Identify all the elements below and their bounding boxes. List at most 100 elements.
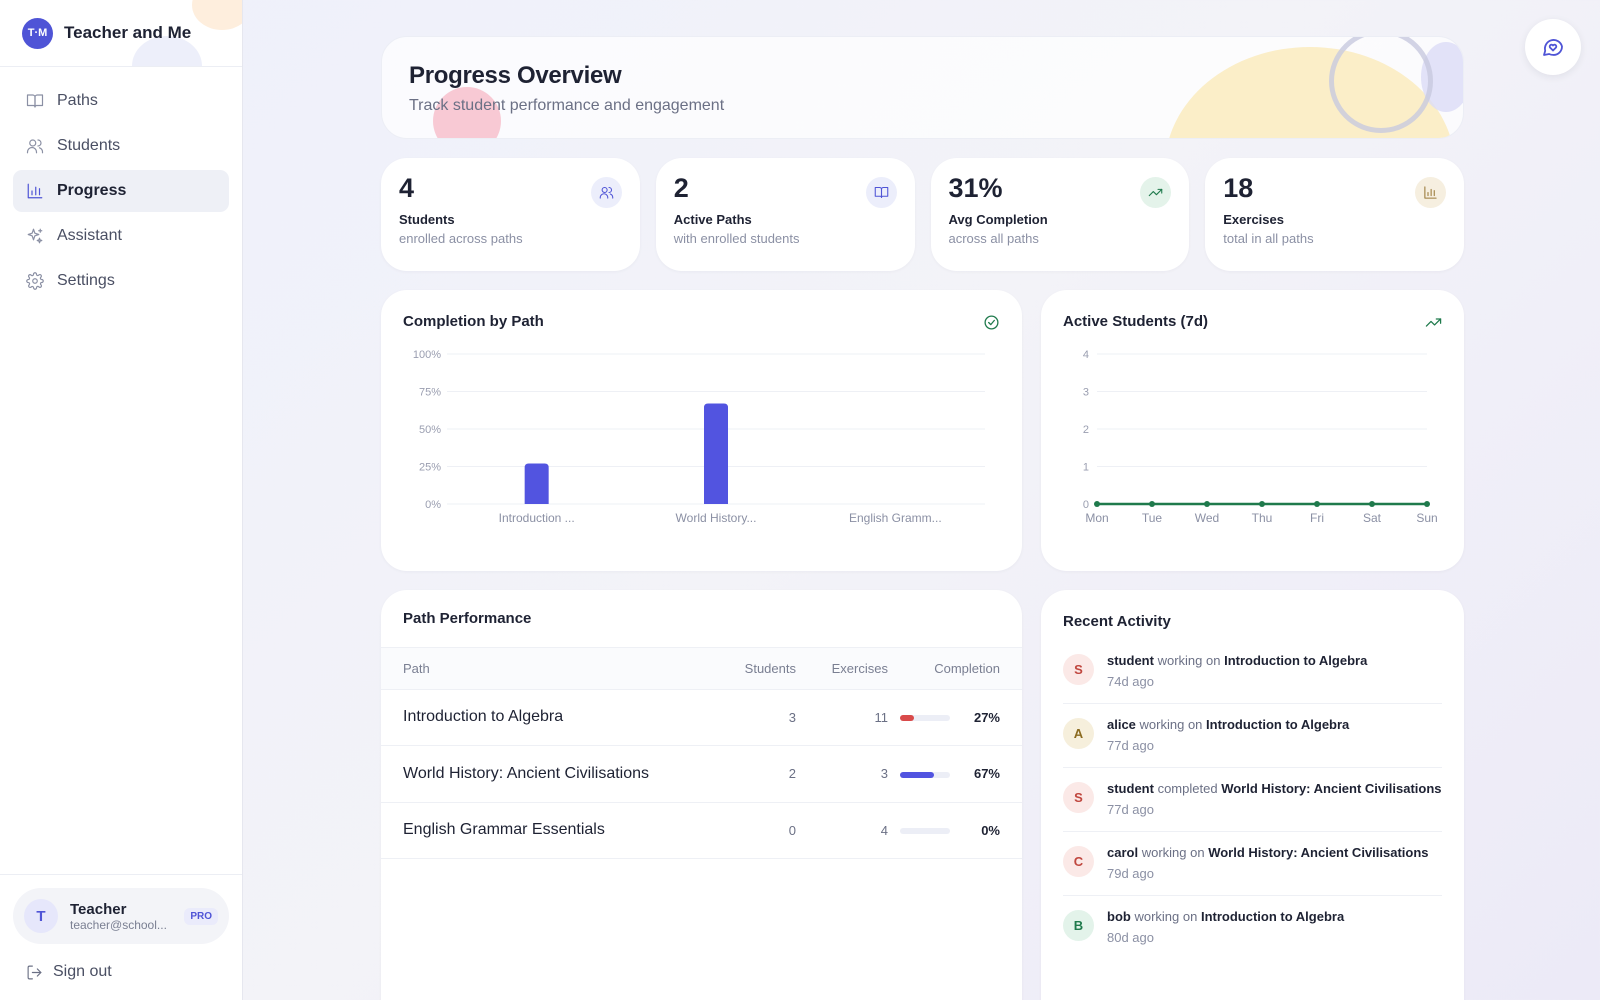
table-row[interactable]: World History: Ancient Civilisations 2 3…: [381, 745, 1022, 803]
app-logo[interactable]: T·M: [22, 17, 53, 49]
stat-subtext: with enrolled students: [673, 231, 800, 246]
activity-time: 77d ago: [1107, 802, 1154, 817]
x-tick-label: Tue: [1142, 511, 1163, 525]
stat-value: 18: [1223, 173, 1254, 203]
stat-label: Avg Completion: [948, 212, 1048, 227]
user-info: Teacher teacher@school...: [70, 901, 184, 932]
data-point: [1149, 501, 1155, 507]
activity-user: student: [1107, 781, 1154, 796]
activity-target[interactable]: World History: Ancient Civilisations: [1208, 845, 1429, 860]
avatar: T: [24, 899, 58, 933]
activity-time: 80d ago: [1107, 930, 1154, 945]
data-point: [1424, 501, 1430, 507]
path-name[interactable]: World History: Ancient Civilisations: [381, 745, 706, 803]
y-tick-label: 4: [1083, 350, 1089, 361]
bar-chart-icon: [1415, 177, 1446, 208]
y-tick-label: 1: [1083, 462, 1089, 474]
trending-up-icon: [1140, 177, 1172, 208]
user-card[interactable]: T Teacher teacher@school... PRO: [13, 888, 229, 944]
sidebar-item-label: Paths: [57, 92, 98, 109]
activity-text: bob working on Introduction to Algebra 80…: [1107, 908, 1344, 947]
y-tick-label: 2: [1083, 424, 1089, 436]
sidebar-item-students[interactable]: Students: [13, 125, 229, 167]
path-name[interactable]: Introduction to Algebra: [381, 689, 706, 746]
stats-row: 4 Students enrolled across paths 2 Activ…: [381, 158, 1464, 271]
sidebar-item-label: Assistant: [57, 227, 122, 244]
log-out-icon: [27, 965, 42, 979]
path-performance-card: Path Performance Path Students Exercises…: [381, 590, 1022, 1000]
path-name[interactable]: English Grammar Essentials: [381, 802, 706, 859]
data-point: [1094, 501, 1100, 507]
completion-cell: 0%: [888, 802, 1022, 859]
students-count: 0: [706, 802, 796, 859]
completion-percent: 27%: [973, 709, 1000, 725]
active-students-line-chart: 0 1 2 3 4 Mon Tue Wed Thu Fri Sat Sun: [1083, 350, 1438, 525]
book-icon: [865, 177, 897, 208]
avatar: S: [1063, 654, 1094, 685]
table-header-row: Path Students Exercises Completion: [381, 648, 1022, 690]
column-header-exercises[interactable]: Exercises: [796, 648, 888, 690]
users-icon: [26, 139, 44, 154]
bar: [704, 403, 728, 504]
activity-target[interactable]: Introduction to Algebra: [1206, 717, 1350, 732]
x-tick-label: Sun: [1416, 511, 1437, 525]
page-header: Progress Overview Track student performa…: [381, 36, 1464, 139]
stat-card-avg-completion: 31% Avg Completion across all paths: [930, 158, 1190, 271]
y-tick-label: 100%: [413, 350, 441, 361]
brand-header: T·M Teacher and Me: [0, 0, 242, 67]
sidebar-footer: T Teacher teacher@school... PRO Sign out: [0, 874, 242, 1000]
card-header: Path Performance: [381, 590, 1022, 648]
students-count: 2: [706, 745, 796, 803]
bar-chart-icon: [27, 183, 43, 199]
activity-user: bob: [1107, 909, 1131, 924]
activity-target[interactable]: Introduction to Algebra: [1224, 653, 1368, 668]
avatar: S: [1063, 782, 1094, 813]
sparkle-icon: [27, 228, 43, 244]
user-name: Teacher: [70, 900, 127, 918]
card-title: Recent Activity: [1063, 613, 1171, 630]
card-header: Recent Activity: [1041, 590, 1464, 640]
chart-title: Completion by Path: [403, 313, 544, 330]
column-header-students[interactable]: Students: [706, 648, 796, 690]
gear-icon: [26, 272, 44, 290]
sidebar-item-label: Settings: [57, 272, 115, 289]
activity-verb: working on: [1134, 909, 1198, 924]
activity-target[interactable]: Introduction to Algebra: [1200, 909, 1345, 924]
table-row[interactable]: English Grammar Essentials 0 4 0%: [381, 802, 1022, 859]
activity-user: student: [1107, 653, 1154, 668]
exercises-count: 4: [796, 802, 888, 859]
data-point: [1369, 501, 1375, 507]
decor-blob: [433, 87, 501, 138]
stat-subtext: enrolled across paths: [399, 231, 523, 246]
decor-ring: [1329, 37, 1433, 133]
book-icon: [26, 94, 44, 108]
sidebar-item-paths[interactable]: Paths: [13, 80, 229, 122]
x-tick-label: Introduction ...: [499, 511, 575, 525]
stat-label: Active Paths: [673, 212, 752, 227]
card-title: Path Performance: [403, 610, 532, 627]
main-content: Progress Overview Track student performa…: [381, 36, 1464, 1000]
column-header-completion[interactable]: Completion: [888, 648, 1022, 690]
bar: [524, 463, 549, 504]
y-tick-label: 75%: [419, 387, 441, 399]
sign-out-button[interactable]: Sign out: [13, 944, 229, 1000]
column-header-path[interactable]: Path: [381, 648, 706, 690]
users-icon: [590, 177, 622, 208]
progress-fill: [900, 771, 934, 778]
assistant-chat-button[interactable]: [1525, 19, 1581, 75]
data-point: [1204, 501, 1210, 507]
activity-verb: working on: [1139, 717, 1203, 732]
completion-percent: 67%: [973, 766, 1000, 782]
sidebar-item-assistant[interactable]: Assistant: [13, 215, 229, 257]
activity-text: carol working on World History: Ancient …: [1107, 844, 1429, 883]
sign-out-label: Sign out: [53, 963, 112, 980]
sidebar-item-settings[interactable]: Settings: [13, 260, 229, 302]
table-row[interactable]: Introduction to Algebra 3 11 27%: [381, 689, 1022, 746]
activity-target[interactable]: World History: Ancient Civilisations: [1221, 781, 1442, 796]
sidebar-item-progress[interactable]: Progress: [13, 170, 229, 212]
